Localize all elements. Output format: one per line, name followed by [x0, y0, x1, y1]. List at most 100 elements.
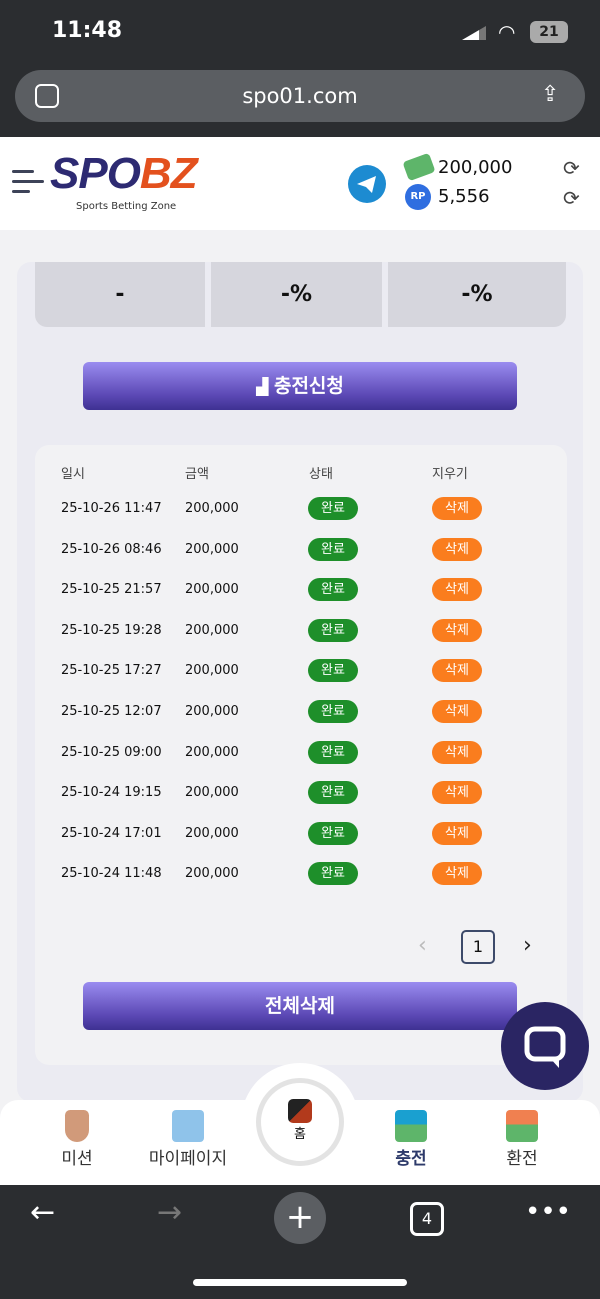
- row-amount: 200,000: [185, 866, 239, 882]
- charge-icon: ▟: [256, 377, 274, 396]
- header-date: 일시: [61, 467, 85, 482]
- status-badge: 완료: [308, 821, 358, 845]
- telegram-icon[interactable]: [348, 165, 386, 203]
- new-tab-button[interactable]: +: [274, 1192, 326, 1244]
- logo-text-2: BZ: [139, 149, 198, 198]
- nav-home-label: 홈: [294, 1127, 306, 1142]
- nav-mypage[interactable]: 마이페이지: [133, 1110, 243, 1170]
- address-bar[interactable]: spo01.com ⇪: [15, 70, 585, 122]
- status-badge: 완료: [308, 659, 358, 683]
- table-row: 25-10-24 19:15 200,000 완료 삭제: [0, 778, 600, 808]
- delete-row-button[interactable]: 삭제: [432, 821, 482, 845]
- money-up-icon: [395, 1110, 427, 1142]
- money-down-icon: [506, 1110, 538, 1142]
- status-badge: 완료: [308, 862, 358, 886]
- table-row: 25-10-25 19:28 200,000 완료 삭제: [0, 616, 600, 646]
- charge-request-button[interactable]: ▟ 충전신청: [83, 362, 517, 410]
- nav-mission[interactable]: 미션: [22, 1110, 132, 1170]
- delete-row-button[interactable]: 삭제: [432, 700, 482, 723]
- share-icon[interactable]: ⇪: [541, 82, 560, 107]
- table-row: 25-10-25 09:00 200,000 완료 삭제: [0, 738, 600, 768]
- row-amount: 200,000: [185, 541, 239, 557]
- balance-amount: 200,000: [438, 157, 513, 178]
- nav-charge[interactable]: 충전: [356, 1110, 466, 1170]
- delete-row-button[interactable]: 삭제: [432, 497, 482, 520]
- chat-button[interactable]: [501, 1002, 589, 1090]
- nav-charge-label: 충전: [395, 1149, 427, 1169]
- logo-tagline: Sports Betting Zone: [76, 201, 177, 212]
- row-date: 25-10-24 11:48: [61, 866, 162, 882]
- row-amount: 200,000: [185, 501, 239, 516]
- home-indicator: [193, 1279, 407, 1286]
- delete-all-button[interactable]: 전체삭제: [83, 982, 517, 1030]
- home-icon: [288, 1099, 312, 1123]
- row-date: 25-10-25 19:28: [61, 622, 162, 638]
- row-date: 25-10-25 21:57: [61, 582, 162, 598]
- stat-box-2: -%: [211, 262, 382, 327]
- url-text[interactable]: spo01.com: [242, 84, 358, 108]
- header-status: 상태: [309, 467, 333, 482]
- delete-row-button[interactable]: 삭제: [432, 578, 482, 602]
- charge-request-label: 충전신청: [273, 375, 344, 397]
- delete-row-button[interactable]: 삭제: [432, 659, 482, 683]
- row-date: 25-10-24 17:01: [61, 825, 162, 841]
- delete-row-button[interactable]: 삭제: [432, 740, 482, 764]
- nav-mypage-label: 마이페이지: [148, 1149, 228, 1169]
- delete-row-button[interactable]: 삭제: [432, 537, 482, 561]
- next-page-button[interactable]: ›: [523, 933, 532, 958]
- row-amount: 200,000: [185, 663, 239, 679]
- logo-text-1: SPO: [50, 149, 141, 198]
- points-amount: 5,556: [438, 186, 490, 207]
- stat-box-3: -%: [388, 262, 566, 327]
- battery-icon: 21: [530, 21, 568, 43]
- row-amount: 200,000: [185, 622, 239, 638]
- page-1-button[interactable]: 1: [461, 930, 495, 964]
- row-amount: 200,000: [185, 704, 239, 719]
- row-amount: 200,000: [185, 582, 239, 598]
- refresh-points-icon[interactable]: ⟳: [563, 186, 580, 210]
- table-row: 25-10-25 17:27 200,000 완료 삭제: [0, 656, 600, 686]
- more-icon[interactable]: •••: [525, 1197, 572, 1227]
- status-badge: 완료: [308, 578, 358, 602]
- table-row: 25-10-25 21:57 200,000 완료 삭제: [0, 575, 600, 605]
- screenshot-search-icon[interactable]: [35, 84, 59, 108]
- refresh-balance-icon[interactable]: ⟳: [563, 156, 580, 180]
- row-date: 25-10-25 12:07: [61, 704, 162, 719]
- row-date: 25-10-26 11:47: [61, 501, 162, 516]
- status-badge: 완료: [308, 618, 358, 642]
- tabs-button[interactable]: 4: [410, 1202, 444, 1236]
- delete-row-button[interactable]: 삭제: [432, 618, 482, 642]
- row-amount: 200,000: [185, 825, 239, 841]
- table-row: 25-10-26 11:47 200,000 완료 삭제: [0, 494, 600, 524]
- row-amount: 200,000: [185, 744, 239, 760]
- status-badge: 완료: [308, 781, 358, 805]
- nav-home[interactable]: 홈: [256, 1078, 344, 1166]
- delete-row-button[interactable]: 삭제: [432, 781, 482, 805]
- prev-page-button[interactable]: ‹: [418, 933, 427, 958]
- nav-exchange-label: 환전: [506, 1149, 538, 1169]
- back-icon[interactable]: ←: [30, 1195, 56, 1230]
- menu-icon[interactable]: [12, 170, 44, 200]
- status-badge: 완료: [308, 537, 358, 561]
- row-date: 25-10-25 09:00: [61, 744, 162, 760]
- nav-exchange[interactable]: 환전: [467, 1110, 577, 1170]
- delete-row-button[interactable]: 삭제: [432, 862, 482, 886]
- nav-mission-label: 미션: [61, 1149, 93, 1169]
- header-amount: 금액: [185, 467, 209, 482]
- row-date: 25-10-26 08:46: [61, 541, 162, 557]
- site-header: SPOBZ Sports Betting Zone: [0, 137, 600, 230]
- row-amount: 200,000: [185, 785, 239, 801]
- browser-toolbar: ← → + 4 •••: [0, 1185, 600, 1299]
- clock: 11:48: [52, 18, 123, 43]
- folder-icon: [172, 1110, 204, 1142]
- status-badge: 완료: [308, 497, 358, 520]
- header-delete: 지우기: [432, 467, 468, 482]
- chat-icon: [524, 1026, 566, 1068]
- table-row: 25-10-24 11:48 200,000 완료 삭제: [0, 859, 600, 889]
- trophy-icon: [65, 1110, 89, 1142]
- status-badge: 완료: [308, 740, 358, 764]
- browser-chrome: 11:48 ◠ 21 spo01.com ⇪: [0, 0, 600, 137]
- status-badge: 완료: [308, 700, 358, 723]
- forward-icon[interactable]: →: [157, 1195, 183, 1230]
- logo[interactable]: SPOBZ: [50, 149, 198, 198]
